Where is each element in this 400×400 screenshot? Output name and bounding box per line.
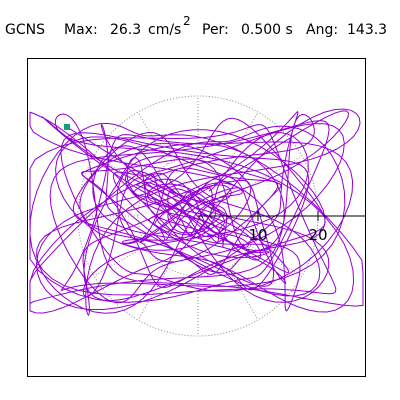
per-label: Per: — [202, 22, 229, 38]
station: GCNS — [5, 22, 45, 38]
axis-label: 20 — [308, 226, 327, 244]
grid-radial — [93, 245, 147, 277]
max-unit: cm/s — [148, 22, 181, 38]
grid-radial — [227, 267, 259, 321]
plot-area: 10 20 — [29, 95, 366, 337]
ang-label: Ang: — [306, 22, 338, 38]
start-marker — [64, 124, 70, 130]
max-label: Max: — [64, 22, 98, 38]
axis-label: 10 — [248, 226, 267, 244]
grid-radial — [227, 111, 259, 165]
grid-radial — [249, 155, 303, 187]
per-value: 0.500 s — [241, 22, 293, 38]
ang-value: 143.3 — [347, 22, 387, 38]
max-value: 26.3 — [110, 22, 141, 38]
max-exponent: 2 — [183, 14, 191, 28]
plot-frame — [27, 58, 366, 377]
grid-radial — [137, 267, 169, 321]
trajectory — [29, 108, 364, 316]
